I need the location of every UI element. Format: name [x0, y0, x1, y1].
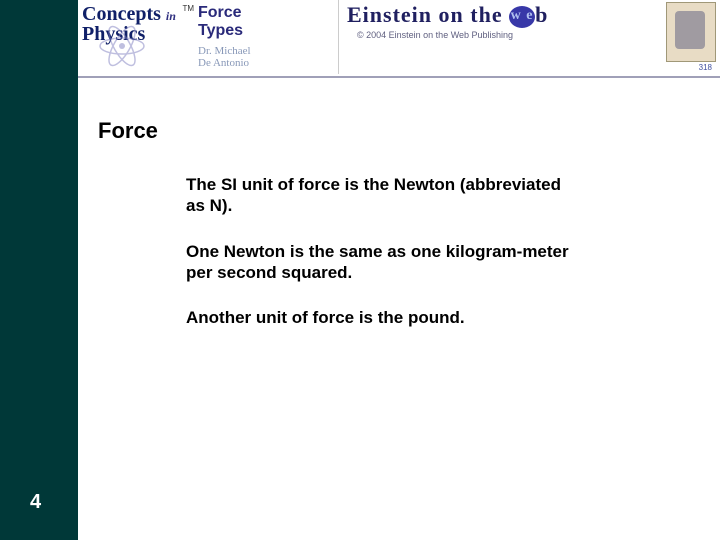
author-name: Dr. Michael De Antonio — [198, 45, 338, 69]
body-text: The SI unit of force is the Newton (abbr… — [186, 174, 576, 352]
logo-text-in: in — [166, 9, 176, 23]
section-heading: Force — [98, 118, 158, 144]
logo-concepts-in-physics: Concepts in Physics TM — [78, 0, 198, 74]
trademark-label: TM — [182, 4, 194, 13]
paragraph: One Newton is the same as one kilogram-m… — [186, 241, 576, 284]
page-number: 4 — [30, 491, 41, 514]
paragraph: Another unit of force is the pound. — [186, 307, 576, 328]
copyright-text: © 2004 Einstein on the Web Publishing — [357, 30, 513, 40]
topic-line2: Types — [198, 22, 338, 40]
sidebar — [0, 0, 78, 540]
slide-topic: Force Types Dr. Michael De Antonio — [198, 0, 338, 74]
paragraph: The SI unit of force is the Newton (abbr… — [186, 174, 576, 217]
einstein-illustration — [666, 2, 716, 62]
topic-line1: Force — [198, 4, 338, 22]
atom-icon — [98, 22, 146, 70]
web-globe-icon: w e — [509, 6, 535, 28]
logo-einstein-web: Einstein on the w eb © 2004 Einstein on … — [338, 0, 720, 74]
einstein-brand-text: Einstein on the w eb — [347, 2, 548, 28]
illustration-badge: 318 — [699, 63, 712, 72]
header: Concepts in Physics TM Force Types Dr. M… — [78, 0, 720, 78]
